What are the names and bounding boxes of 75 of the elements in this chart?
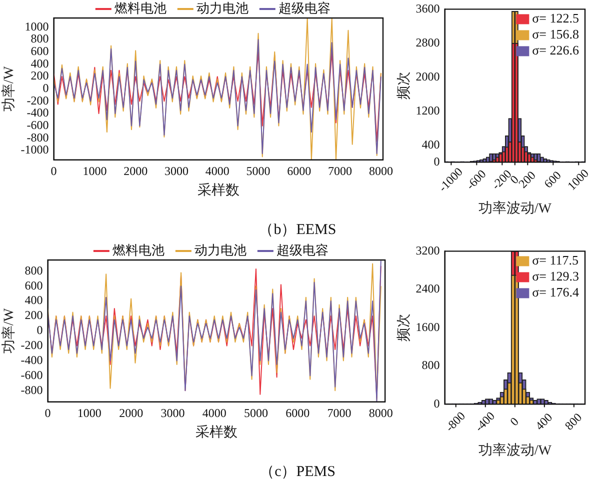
y-tick-label: -200: [20, 338, 43, 352]
y-tick-label: 0: [42, 81, 49, 96]
x-tick-label: -400: [472, 408, 498, 434]
x-axis-title: 采样数: [197, 182, 240, 198]
y-tick-label: 600: [24, 278, 43, 292]
y-axis-title: 功率/W: [1, 66, 18, 112]
y-tick-label: 800: [24, 263, 43, 278]
y-tick-label: 3200: [416, 243, 440, 258]
x-axis-title: 功率波动/W: [478, 442, 552, 458]
legend-label: σ= 226.6: [532, 42, 580, 58]
y-tick-label: 1200: [416, 103, 440, 118]
y-axis-title: 频次: [396, 72, 412, 100]
y-tick-label: 1000: [24, 19, 49, 34]
legend-label: σ= 156.8: [532, 26, 580, 42]
x-tick-label: 400: [532, 410, 556, 433]
y-tick-label: 400: [30, 56, 49, 70]
x-tick-label: 2000: [124, 164, 148, 178]
y-tick-label: 400: [24, 293, 43, 308]
x-tick-label: 1000: [82, 164, 107, 178]
x-tick-label: 6000: [287, 164, 312, 178]
legend-label: σ= 122.5: [532, 10, 580, 26]
x-axis-title: 功率波动/W: [478, 200, 552, 216]
legend-label: 超级电容: [278, 0, 330, 16]
x-tick-label: 3000: [164, 164, 188, 178]
y-tick-label: 2400: [416, 282, 440, 296]
legend-label: 动力电池: [194, 242, 246, 258]
y-tick-label: -600: [26, 118, 49, 132]
x-tick-label: 4000: [202, 406, 226, 420]
x-tick-label: 600: [541, 168, 564, 191]
x-tick-label: 8000: [368, 406, 393, 420]
y-tick-label: 0: [434, 154, 440, 168]
y-tick-label: 400: [422, 137, 440, 152]
legend-label: σ= 176.4: [532, 284, 580, 300]
x-tick-label: 4000: [205, 164, 230, 178]
text: （b）EEMS: [258, 221, 338, 239]
x-tick-label: 3000: [160, 406, 185, 420]
y-tick-label: -400: [26, 106, 49, 120]
y-tick-label: 0: [434, 396, 440, 410]
legend-label: σ= 117.5: [532, 252, 579, 268]
legend-label: 动力电池: [196, 0, 248, 16]
legend-label: 超级电容: [276, 242, 328, 258]
legend-label: 燃料电池: [114, 0, 166, 16]
x-tick-label: 7000: [328, 164, 352, 178]
x-tick-label: -600: [463, 166, 489, 192]
y-tick-label: -200: [26, 93, 49, 108]
x-tick-label: 0: [507, 414, 522, 429]
x-tick-label: 5000: [244, 406, 268, 420]
y-tick-label: 1600: [416, 320, 440, 334]
y-axis-title: 功率/W: [1, 308, 18, 354]
y-tick-label: 200: [24, 308, 43, 322]
y-tick-label: -800: [26, 130, 49, 144]
legend-label: 燃料电池: [112, 242, 164, 258]
x-tick-label: 2000: [119, 406, 144, 420]
y-tick-label: 800: [30, 32, 49, 46]
y-tick-label: 3600: [416, 1, 440, 16]
x-axis-title: 采样数: [195, 424, 238, 440]
y-axis-title: 频次: [396, 314, 412, 342]
y-tick-label: 200: [30, 68, 49, 83]
y-tick-label: 800: [422, 358, 440, 372]
x-tick-label: 1000: [77, 406, 102, 420]
x-tick-label: 7000: [327, 406, 352, 420]
y-tick-label: 2800: [416, 35, 440, 50]
y-tick-label: -400: [20, 352, 43, 367]
y-tick-label: 2000: [416, 69, 440, 84]
y-tick-label: 0: [36, 323, 43, 338]
x-tick-label: 8000: [368, 164, 393, 178]
x-tick-label: 6000: [286, 406, 310, 420]
text: （c）PEMS: [258, 463, 336, 481]
y-tick-label: -800: [20, 382, 43, 397]
x-tick-label: 5000: [246, 164, 270, 178]
x-tick-label: 800: [562, 410, 585, 433]
legend-label: σ= 129.3: [532, 268, 580, 284]
y-tick-label: -1000: [20, 142, 49, 157]
y-tick-label: -600: [20, 368, 43, 382]
y-tick-label: 600: [30, 44, 49, 58]
